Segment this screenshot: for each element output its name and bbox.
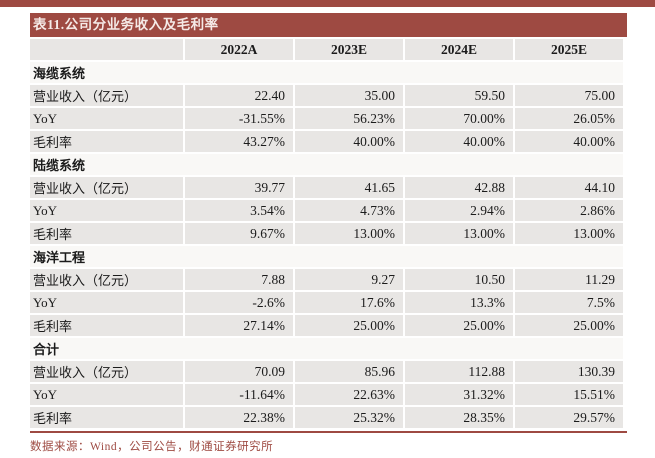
header-col-2023e: 2023E [295,39,403,60]
cell-value: 13.00% [515,223,623,244]
section-label: 陆缆系统 [30,154,623,175]
table-row: 营业收入（亿元） 39.77 41.65 42.88 44.10 [30,177,623,198]
header-col-2024e: 2024E [405,39,513,60]
cell-value: -11.64% [185,384,293,405]
cell-value: 25.32% [295,407,403,428]
header-row: 2022A 2023E 2024E 2025E [30,39,623,60]
cell-value: -2.6% [185,292,293,313]
section-label: 海洋工程 [30,246,623,267]
row-label: 营业收入（亿元） [30,269,183,290]
cell-value: 85.96 [295,361,403,382]
section-row: 海洋工程 [30,246,623,267]
cell-value: 9.67% [185,223,293,244]
cell-value: 3.54% [185,200,293,221]
row-label: 营业收入（亿元） [30,361,183,382]
cell-value: 26.05% [515,108,623,129]
cell-value: 59.50 [405,85,513,106]
cell-value: 22.38% [185,407,293,428]
source-note: 数据来源：Wind，公司公告，财通证券研究所 [30,441,274,453]
table-row: 营业收入（亿元） 70.09 85.96 112.88 130.39 [30,361,623,382]
header-col-2025e: 2025E [515,39,623,60]
cell-value: 7.88 [185,269,293,290]
table-row: YoY -31.55% 56.23% 70.00% 26.05% [30,108,623,129]
table-row: 毛利率 9.67% 13.00% 13.00% 13.00% [30,223,623,244]
row-label: YoY [30,108,183,129]
row-label: 营业收入（亿元） [30,177,183,198]
table-bottom-rule [30,431,627,433]
cell-value: 22.63% [295,384,403,405]
cell-value: 29.57% [515,407,623,428]
cell-value: 25.00% [405,315,513,336]
row-label: YoY [30,200,183,221]
row-label: 营业收入（亿元） [30,85,183,106]
cell-value: 39.77 [185,177,293,198]
section-row: 合计 [30,338,623,359]
cell-value: 25.00% [515,315,623,336]
table-row: 毛利率 43.27% 40.00% 40.00% 40.00% [30,131,623,152]
table-row: 营业收入（亿元） 22.40 35.00 59.50 75.00 [30,85,623,106]
cell-value: 35.00 [295,85,403,106]
table-row: 营业收入（亿元） 7.88 9.27 10.50 11.29 [30,269,623,290]
cell-value: 15.51% [515,384,623,405]
section-row: 海缆系统 [30,62,623,83]
section-row: 陆缆系统 [30,154,623,175]
table-header: 2022A 2023E 2024E 2025E [30,39,623,60]
table-row: YoY 3.54% 4.73% 2.94% 2.86% [30,200,623,221]
cell-value: 70.09 [185,361,293,382]
cell-value: -31.55% [185,108,293,129]
cell-value: 13.00% [295,223,403,244]
cell-value: 40.00% [295,131,403,152]
cell-value: 42.88 [405,177,513,198]
cell-value: 2.86% [515,200,623,221]
cell-value: 25.00% [295,315,403,336]
cell-value: 56.23% [295,108,403,129]
row-label: YoY [30,384,183,405]
table-title: 表11.公司分业务收入及毛利率 [30,13,627,37]
cell-value: 13.00% [405,223,513,244]
table-row: YoY -11.64% 22.63% 31.32% 15.51% [30,384,623,405]
cell-value: 70.00% [405,108,513,129]
cell-value: 10.50 [405,269,513,290]
header-empty-cell [30,39,183,60]
cell-value: 13.3% [405,292,513,313]
page-top-rule [0,0,655,7]
cell-value: 44.10 [515,177,623,198]
section-label: 海缆系统 [30,62,623,83]
cell-value: 75.00 [515,85,623,106]
table-row: 毛利率 22.38% 25.32% 28.35% 29.57% [30,407,623,428]
row-label: YoY [30,292,183,313]
section-label: 合计 [30,338,623,359]
cell-value: 11.29 [515,269,623,290]
cell-value: 112.88 [405,361,513,382]
cell-value: 41.65 [295,177,403,198]
cell-value: 7.5% [515,292,623,313]
cell-value: 31.32% [405,384,513,405]
cell-value: 22.40 [185,85,293,106]
cell-value: 40.00% [515,131,623,152]
table-body: 海缆系统 营业收入（亿元） 22.40 35.00 59.50 75.00 YoY -31.5… [30,62,623,428]
cell-value: 130.39 [515,361,623,382]
table-row: YoY -2.6% 17.6% 13.3% 7.5% [30,292,623,313]
financial-table: 2022A 2023E 2024E 2025E 海缆系统 营业收入（亿元） 22.4… [28,37,625,430]
cell-value: 27.14% [185,315,293,336]
row-label: 毛利率 [30,223,183,244]
row-label: 毛利率 [30,131,183,152]
row-label: 毛利率 [30,315,183,336]
cell-value: 2.94% [405,200,513,221]
cell-value: 17.6% [295,292,403,313]
header-col-2022a: 2022A [185,39,293,60]
table-row: 毛利率 27.14% 25.00% 25.00% 25.00% [30,315,623,336]
cell-value: 4.73% [295,200,403,221]
cell-value: 40.00% [405,131,513,152]
cell-value: 9.27 [295,269,403,290]
cell-value: 28.35% [405,407,513,428]
row-label: 毛利率 [30,407,183,428]
cell-value: 43.27% [185,131,293,152]
table-block: 表11.公司分业务收入及毛利率 2022A 2023E 2024E 2025E … [30,13,627,454]
